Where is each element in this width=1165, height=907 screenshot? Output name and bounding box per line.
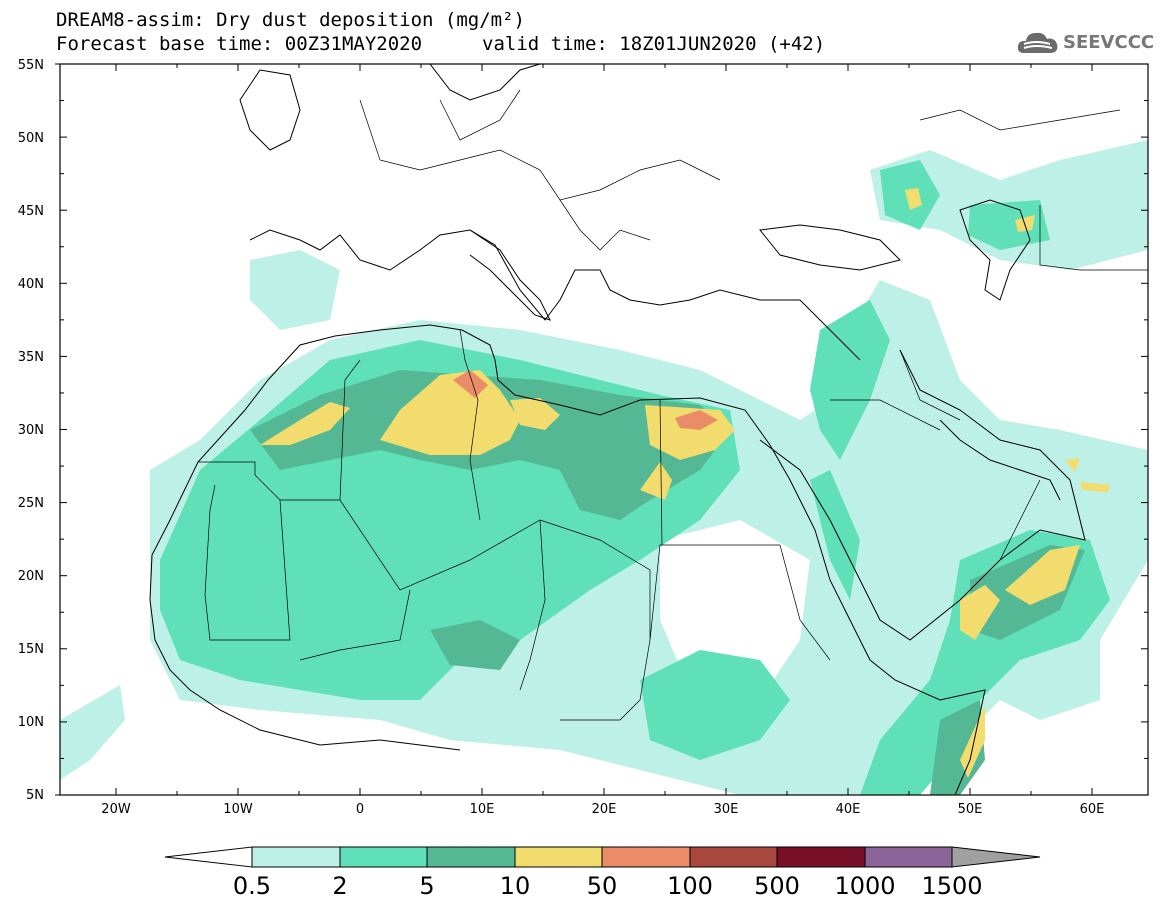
country-borders — [198, 89, 1148, 721]
colorbar-swatch — [426, 846, 516, 868]
dust-region-light — [60, 685, 125, 780]
dust-region-high — [640, 462, 672, 500]
lon-label: 10E — [470, 802, 495, 817]
colorbar-label: 1500 — [921, 872, 982, 900]
lat-label: 15N — [18, 642, 44, 657]
lon-label: 40E — [836, 802, 861, 817]
lon-label: 50E — [958, 802, 983, 817]
colorbar-over-arrow — [951, 846, 1041, 868]
lat-label: 50N — [18, 131, 44, 146]
colorbar-swatch — [339, 846, 428, 868]
lon-label: 60E — [1080, 802, 1105, 817]
dust-region-medium — [430, 620, 520, 670]
colorbar-label: 10 — [500, 872, 531, 900]
arabia-coast — [759, 349, 1086, 641]
dust-region-very-high — [675, 410, 718, 430]
border — [299, 589, 411, 661]
dust-region-high — [960, 705, 985, 778]
lat-label: 10N — [18, 715, 44, 730]
logo-text: SEEVCCC — [1063, 31, 1155, 53]
border — [899, 349, 961, 421]
dust-region-high — [380, 370, 520, 455]
cloud-icon — [1017, 32, 1058, 53]
colorbar-swatch — [601, 846, 691, 868]
border — [339, 359, 361, 501]
border — [459, 329, 481, 521]
seevccc-logo: SEEVCCC — [1016, 26, 1156, 58]
dust-region-moderate — [810, 300, 890, 460]
colorbar-swatch — [689, 846, 778, 868]
lat-label: 45N — [18, 204, 44, 219]
border — [779, 544, 831, 661]
lon-label: 20E — [592, 802, 617, 817]
border — [204, 484, 291, 641]
colorbar-label: 1000 — [834, 872, 895, 900]
dust-fields — [60, 140, 1148, 795]
lat-label: 25N — [18, 496, 44, 511]
lat-label: 30N — [18, 423, 44, 438]
colorbar-label: 0.5 — [233, 872, 271, 900]
longitude-labels: 20W 10W 0 10E 20E 30E 40E 50E 60E — [101, 802, 1104, 817]
africa-coast — [151, 324, 986, 795]
colorbar-label: 50 — [587, 872, 618, 900]
dust-region-moderate — [810, 470, 860, 600]
lon-label: 30E — [714, 802, 739, 817]
border — [359, 99, 721, 201]
lat-label: 55N — [18, 58, 44, 73]
lon-label: 0 — [356, 802, 364, 817]
africa-west-coast — [149, 554, 461, 751]
border — [919, 109, 1121, 131]
colorbar-label: 5 — [419, 872, 434, 900]
dust-region-high — [510, 398, 560, 430]
dust-region-high — [905, 188, 922, 210]
dust-region-medium — [930, 700, 985, 795]
lat-label: 40N — [18, 277, 44, 292]
scandinavia-coast — [429, 64, 541, 101]
colorbar-label: 100 — [667, 872, 713, 900]
coastlines — [149, 64, 1086, 795]
dust-region-high — [1080, 482, 1110, 492]
persian-gulf — [939, 419, 1061, 501]
europe-coast — [249, 229, 861, 361]
lon-label: 20W — [101, 802, 131, 817]
uk-coast — [239, 69, 301, 151]
forecast-base-time: Forecast base time: 00Z31MAY2020 — [56, 33, 423, 55]
axis-ticks — [55, 63, 1148, 796]
border — [439, 89, 521, 141]
border — [560, 639, 651, 721]
lat-label: 35N — [18, 350, 44, 365]
valid-time: valid time: 18Z01JUN2020 (+42) — [482, 33, 826, 55]
dust-region-high — [1065, 458, 1080, 472]
caspian-sea — [959, 199, 1031, 301]
black-sea — [759, 224, 901, 271]
lon-label: 10W — [223, 802, 253, 817]
colorbar: 0.5 2 5 10 50 100 500 1000 1500 — [164, 846, 1041, 900]
border — [999, 479, 1041, 561]
border — [659, 399, 663, 546]
dust-region-high — [260, 402, 350, 445]
lat-label: 20N — [18, 569, 44, 584]
dust-region-light — [250, 250, 340, 330]
italy-coast — [469, 229, 551, 321]
border — [519, 519, 546, 691]
colorbar-swatch — [251, 846, 341, 868]
colorbar-label: 2 — [332, 872, 347, 900]
border — [559, 199, 651, 251]
colorbar-swatch — [514, 846, 603, 868]
dust-region-high — [960, 585, 1000, 640]
map-title: DREAM8-assim: Dry dust deposition (mg/m²… — [56, 9, 525, 31]
latitude-labels: 55N 50N 45N 40N 35N 30N 25N 20N 15N 10N … — [18, 58, 44, 803]
dust-region-high — [1005, 545, 1080, 605]
border — [830, 399, 941, 431]
dust-region-very-high — [453, 370, 488, 398]
lat-label: 5N — [26, 788, 44, 803]
border — [1039, 205, 1148, 271]
colorbar-label: 500 — [754, 872, 800, 900]
dust-region-moderate — [640, 650, 790, 760]
colorbar-swatch — [776, 846, 866, 868]
colorbar-swatch — [864, 846, 953, 868]
colorbar-under-arrow — [164, 846, 253, 868]
